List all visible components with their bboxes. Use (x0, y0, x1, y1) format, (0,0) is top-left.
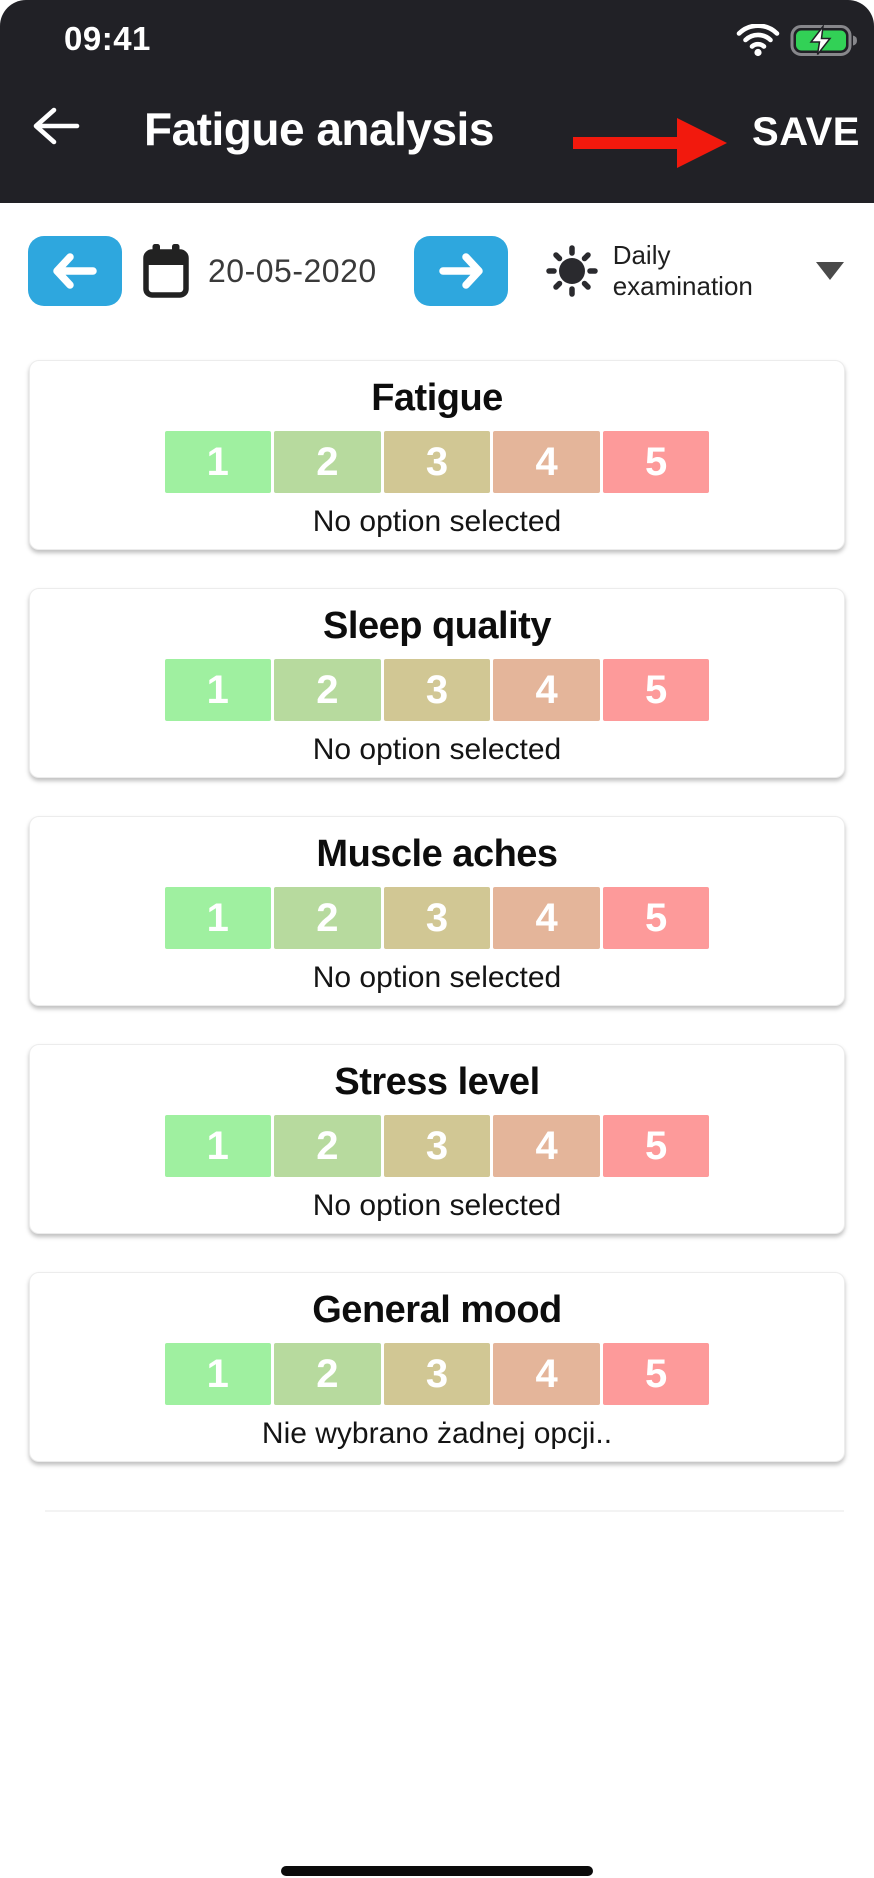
rating-option-5[interactable]: 5 (602, 1115, 710, 1177)
question-title: General mood (312, 1289, 562, 1331)
rating-scale: 1 2 3 4 5 (164, 1343, 710, 1405)
rating-scale: 1 2 3 4 5 (164, 431, 710, 493)
rating-option-2[interactable]: 2 (274, 1343, 381, 1405)
red-arrow-shaft (573, 137, 681, 149)
arrow-left-icon (53, 253, 97, 289)
home-indicator[interactable] (281, 1866, 593, 1876)
selection-status-text: No option selected (312, 505, 562, 538)
rating-option-3[interactable]: 3 (383, 887, 491, 949)
rating-scale: 1 2 3 4 5 (164, 1115, 710, 1177)
question-title: Stress level (334, 1061, 540, 1103)
rating-option-4[interactable]: 4 (493, 887, 600, 949)
save-button[interactable]: SAVE (752, 110, 860, 154)
divider (45, 1510, 844, 1512)
rating-option-5[interactable]: 5 (602, 659, 710, 721)
rating-option-2[interactable]: 2 (274, 887, 381, 949)
question-card-sleep-quality: Sleep quality 1 2 3 4 5 No option select… (29, 588, 845, 778)
question-title: Muscle aches (316, 833, 558, 875)
selection-status-text: Nie wybrano żadnej opcji.. (261, 1417, 613, 1450)
selected-date[interactable]: 20-05-2020 (208, 252, 377, 289)
next-date-button[interactable] (413, 236, 508, 306)
rating-option-4[interactable]: 4 (493, 1343, 600, 1405)
previous-date-button[interactable] (28, 236, 122, 306)
examination-type-dropdown[interactable]: Daily examination (508, 240, 846, 302)
selection-status-text: No option selected (312, 1189, 562, 1222)
calendar-icon[interactable] (143, 244, 189, 298)
question-card-list: Fatigue 1 2 3 4 5 No option selected Sle… (29, 360, 845, 1462)
rating-option-4[interactable]: 4 (493, 1115, 600, 1177)
battery-charging-icon (790, 24, 858, 57)
rating-option-5[interactable]: 5 (602, 431, 710, 493)
red-arrow-annotation-icon (573, 118, 727, 168)
rating-scale: 1 2 3 4 5 (164, 887, 710, 949)
back-button[interactable] (30, 96, 90, 156)
question-title: Fatigue (371, 377, 503, 419)
arrow-right-icon (438, 253, 483, 289)
app-header: 09:41 Fatigue analysis (0, 0, 874, 203)
question-title: Sleep quality (323, 605, 551, 647)
rating-option-1[interactable]: 1 (164, 431, 272, 493)
rating-option-1[interactable]: 1 (164, 1115, 272, 1177)
chevron-down-icon[interactable] (816, 262, 844, 280)
rating-option-3[interactable]: 3 (383, 431, 491, 493)
rating-option-1[interactable]: 1 (164, 1343, 272, 1405)
selection-status-text: No option selected (312, 733, 562, 766)
wifi-icon (736, 24, 780, 57)
rating-option-3[interactable]: 3 (383, 659, 491, 721)
red-arrow-head (677, 118, 727, 168)
rating-option-5[interactable]: 5 (602, 887, 710, 949)
date-navigation-bar: 20-05-2020 (28, 236, 846, 306)
rating-scale: 1 2 3 4 5 (164, 659, 710, 721)
rating-option-4[interactable]: 4 (493, 431, 600, 493)
rating-option-3[interactable]: 3 (383, 1343, 491, 1405)
rating-option-3[interactable]: 3 (383, 1115, 491, 1177)
sun-icon (544, 243, 600, 299)
examination-type-label: Daily examination (612, 240, 753, 301)
question-card-stress-level: Stress level 1 2 3 4 5 No option selecte… (29, 1044, 845, 1234)
rating-option-1[interactable]: 1 (164, 887, 272, 949)
question-card-fatigue: Fatigue 1 2 3 4 5 No option selected (29, 360, 845, 550)
status-time: 09:41 (64, 20, 151, 57)
rating-option-2[interactable]: 2 (274, 659, 381, 721)
rating-option-4[interactable]: 4 (493, 659, 600, 721)
page-title: Fatigue analysis (144, 103, 494, 155)
rating-option-5[interactable]: 5 (602, 1343, 710, 1405)
rating-option-1[interactable]: 1 (164, 659, 272, 721)
question-card-general-mood: General mood 1 2 3 4 5 Nie wybrano żadne… (29, 1272, 845, 1462)
rating-option-2[interactable]: 2 (274, 1115, 381, 1177)
selection-status-text: No option selected (312, 961, 562, 994)
rating-option-2[interactable]: 2 (274, 431, 381, 493)
question-card-muscle-aches: Muscle aches 1 2 3 4 5 No option selecte… (29, 816, 845, 1006)
